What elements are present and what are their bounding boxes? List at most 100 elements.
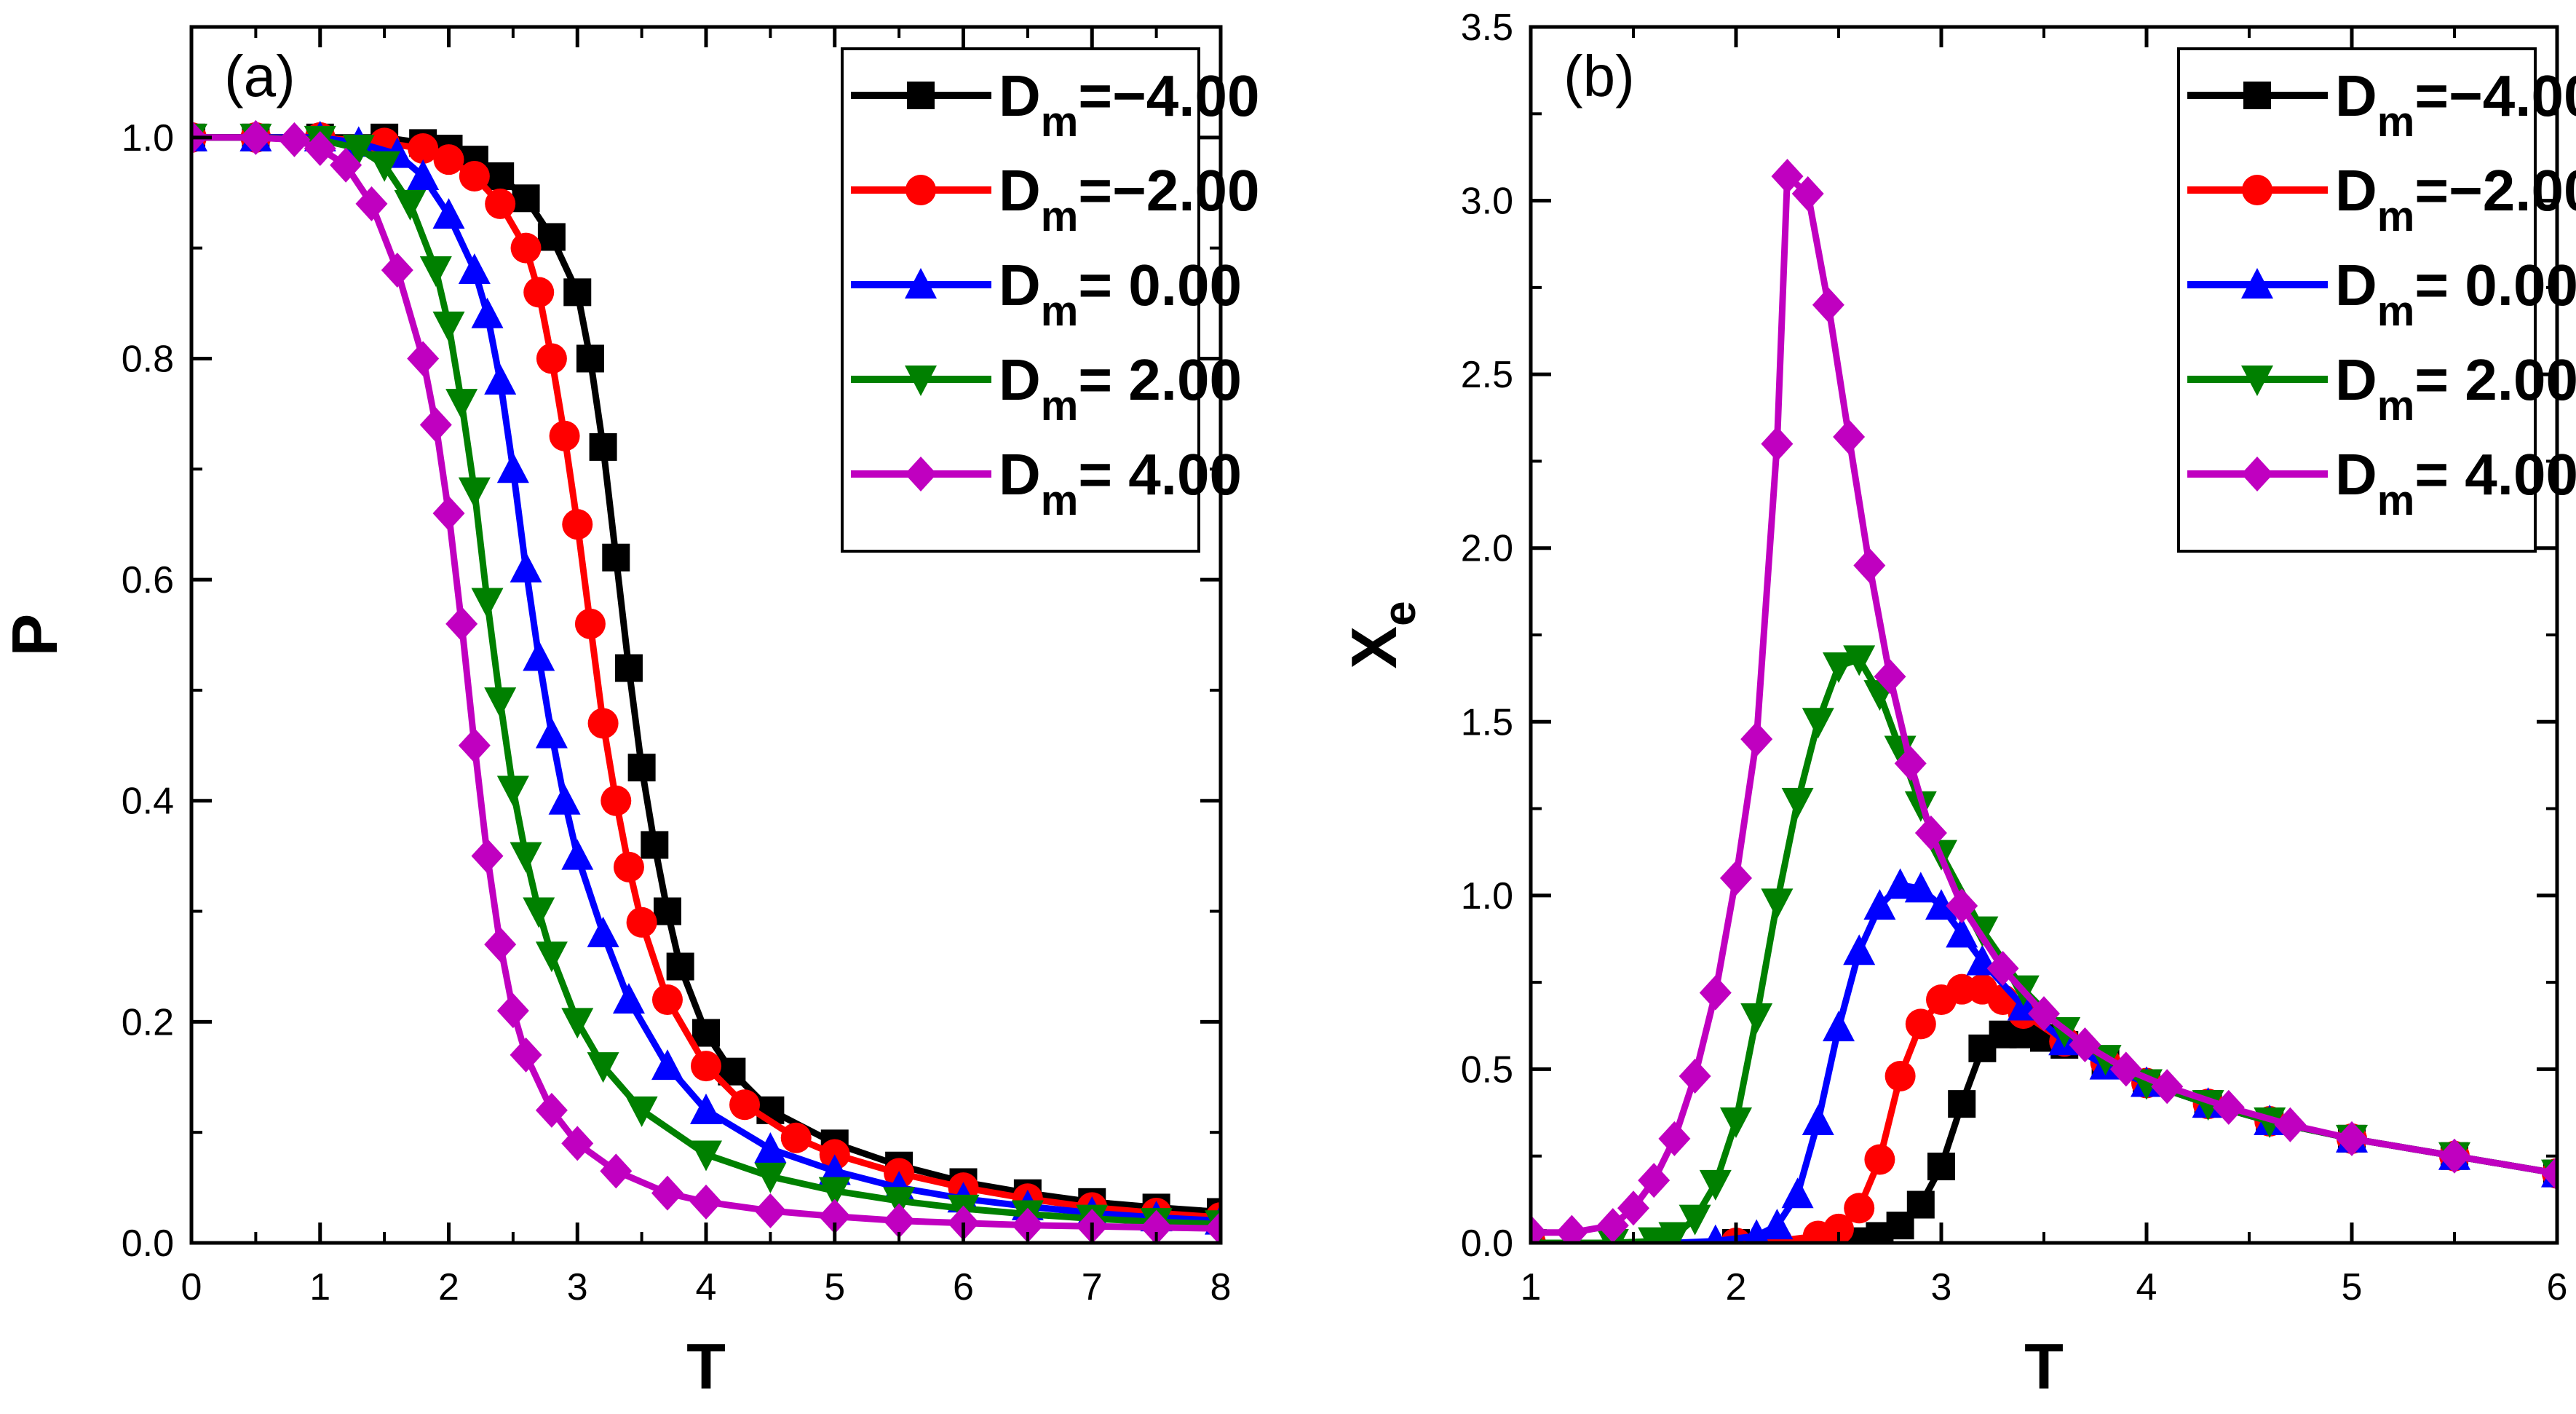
data-point (535, 1092, 568, 1128)
y-axis-label: P (0, 614, 71, 657)
data-point (1679, 1204, 1711, 1236)
data-point (419, 256, 452, 287)
data-point (1205, 1211, 1221, 1243)
y-tick-label: 0.5 (1461, 1048, 1513, 1091)
data-point (1885, 1060, 1916, 1091)
data-point (407, 341, 440, 376)
data-point (523, 640, 555, 671)
data-point (1740, 1003, 1773, 1034)
data-point (1853, 548, 1886, 583)
legend-label-subscript: m (2377, 98, 2415, 146)
data-point (471, 297, 504, 328)
legend-label-subscript: m (2377, 477, 2415, 524)
legend-marker (2241, 366, 2273, 396)
data-point (1843, 934, 1876, 965)
data-point (2069, 1027, 2101, 1063)
data-point (818, 1177, 851, 1208)
data-point (535, 941, 568, 973)
legend-marker (905, 175, 936, 205)
data-point (2438, 1138, 2470, 1174)
data-point (2151, 1069, 2184, 1105)
legend-label: Dm=−2.00 (2335, 158, 2576, 240)
legend-label-base: D (2335, 442, 2377, 507)
series-line-2 (1531, 882, 2557, 1243)
data-point (1638, 1163, 1671, 1198)
y-axis-label-subscript: e (1375, 601, 1425, 625)
data-point (2541, 1156, 2557, 1191)
data-point (496, 993, 529, 1029)
data-point (458, 253, 491, 284)
data-point (1948, 1090, 1976, 1118)
data-point (754, 1162, 787, 1193)
legend-item-2: Dm= 0.00 (851, 253, 1242, 335)
data-point (1781, 788, 1814, 819)
legend-label-value: = 4.00 (1078, 442, 1242, 507)
data-point (641, 831, 669, 859)
legend-label-value: = 2.00 (2414, 347, 2576, 412)
data-point (330, 147, 362, 183)
legend-label-value: =−2.00 (2414, 158, 2576, 223)
legend-label-base: D (999, 253, 1041, 317)
x-tick-label: 1 (1521, 1266, 1542, 1308)
data-point (1596, 1208, 1629, 1243)
y-tick-label: 1.5 (1461, 701, 1513, 743)
data-point (1791, 176, 1824, 212)
data-point (523, 897, 555, 928)
data-point (445, 389, 478, 420)
series-line-3 (191, 134, 1221, 1228)
data-point (484, 687, 517, 719)
data-point (1140, 1209, 1173, 1243)
data-point (651, 984, 683, 1015)
legend-box (841, 47, 1200, 553)
data-point (1986, 951, 2019, 987)
legend-item-1: Dm=−2.00 (2187, 158, 2576, 240)
x-tick-label: 2 (438, 1266, 459, 1308)
legend-item-0: Dm=−4.00 (851, 63, 1260, 146)
legend-box (2177, 47, 2537, 553)
data-point (486, 162, 515, 190)
data-point (563, 278, 592, 307)
x-tick-label: 6 (2547, 1266, 2568, 1308)
data-point (523, 277, 555, 308)
legend-label-base: D (999, 442, 1041, 507)
legend-label-value: =−4.00 (2414, 63, 2576, 128)
data-point (562, 509, 593, 540)
data-point (496, 452, 529, 483)
legend-label-subscript: m (1041, 382, 1079, 430)
data-point (626, 907, 657, 938)
data-point (239, 119, 272, 155)
x-tick-label: 7 (1082, 1266, 1103, 1308)
panel-label: (a) (224, 44, 296, 108)
data-point (1844, 1193, 1875, 1224)
data-point (1781, 1177, 1814, 1209)
data-point (690, 1184, 722, 1220)
data-point (561, 1126, 594, 1161)
data-point (1011, 1207, 1044, 1243)
data-point (484, 927, 517, 963)
data-point (651, 1175, 683, 1211)
x-tick-label: 5 (2342, 1266, 2363, 1308)
data-point (2336, 1121, 2368, 1156)
data-point (1679, 1058, 1711, 1094)
data-point (2109, 1051, 2142, 1087)
data-point (1946, 917, 1978, 948)
data-point (485, 188, 516, 219)
data-point (458, 477, 491, 508)
y-axis-label-base: X (1338, 626, 1410, 669)
data-point (510, 1037, 542, 1073)
data-point (368, 151, 401, 182)
x-tick-label: 4 (2136, 1266, 2157, 1308)
data-point (484, 363, 517, 395)
legend-item-1: Dm=−2.00 (851, 158, 1260, 240)
data-point (278, 122, 311, 157)
data-point (883, 1187, 916, 1218)
x-tick-label: 2 (1726, 1266, 1747, 1308)
data-point (1761, 888, 1794, 920)
data-point (408, 133, 439, 164)
legend-label-subscript: m (1041, 193, 1079, 240)
data-point (432, 496, 465, 531)
data-point (1802, 708, 1834, 739)
x-tick-label: 5 (824, 1266, 845, 1308)
